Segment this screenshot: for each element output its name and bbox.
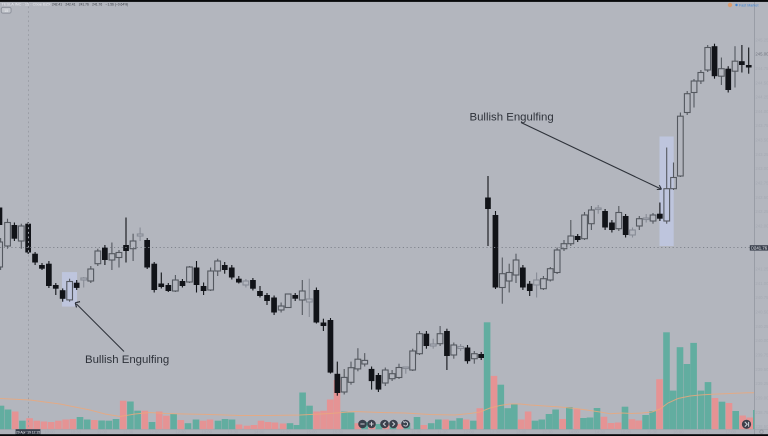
svg-text:244.25: 244.25 [755, 95, 768, 100]
svg-text:14:30: 14:30 [594, 430, 605, 435]
svg-text:13:00: 13:00 [516, 430, 527, 435]
svg-text:13:30: 13:30 [542, 430, 553, 435]
svg-text:14:00: 14:00 [568, 430, 579, 435]
svg-text:241.25: 241.25 [755, 267, 768, 272]
svg-text:241.76: 241.76 [754, 246, 768, 251]
svg-text:242.41 242.41 241.76 241.76 −1: 242.41 242.41 241.76 241.76 −1.56 (−0.64… [52, 3, 128, 7]
svg-text:12:00: 12:00 [149, 430, 160, 435]
svg-text:244.50: 244.50 [755, 80, 768, 85]
svg-text:245.25: 245.25 [755, 37, 768, 42]
svg-text:243.00: 243.00 [755, 166, 768, 171]
svg-text:12:00: 12:00 [463, 430, 474, 435]
svg-text:240.25: 240.25 [755, 324, 768, 329]
svg-text:14:00: 14:00 [254, 430, 265, 435]
svg-text:17:00: 17:00 [725, 430, 736, 435]
svg-text:D: D [751, 246, 754, 251]
svg-text:15:00: 15:00 [621, 430, 632, 435]
svg-text:239.50: 239.50 [755, 367, 768, 372]
svg-text:Fast Market: Fast Market [739, 3, 758, 7]
svg-text:10:30: 10:30 [70, 430, 81, 435]
svg-text:13:30: 13:30 [228, 430, 239, 435]
svg-text:15:30: 15:30 [332, 430, 343, 435]
svg-text:11:30: 11:30 [437, 430, 448, 435]
svg-text:15:00: 15:00 [306, 430, 317, 435]
svg-text:244.75: 244.75 [755, 66, 768, 71]
svg-text:29 Apr '19 12:15: 29 Apr '19 12:15 [16, 431, 40, 435]
svg-text:240.00: 240.00 [755, 338, 768, 343]
svg-text:Bullish Engulfing: Bullish Engulfing [85, 354, 169, 366]
svg-text:Bullish Engulfing: Bullish Engulfing [470, 111, 554, 123]
svg-text:241.00: 241.00 [755, 281, 768, 286]
svg-text:238.75: 238.75 [755, 410, 768, 415]
svg-text:TESLA INC · 15 · Cboe BZX: TESLA INC · 15 · Cboe BZX [2, 2, 51, 7]
svg-text:242.50: 242.50 [755, 195, 768, 200]
svg-text:239.75: 239.75 [755, 353, 768, 358]
svg-text:244.00: 244.00 [755, 109, 768, 114]
svg-text:240.75: 240.75 [755, 295, 768, 300]
svg-text:243.50: 243.50 [755, 138, 768, 143]
svg-text:10:00: 10:00 [44, 430, 55, 435]
svg-text:243.75: 243.75 [755, 123, 768, 128]
svg-text:245.00: 245.00 [755, 52, 768, 57]
svg-text:238.50: 238.50 [755, 424, 768, 429]
svg-text:14:30: 14:30 [280, 430, 291, 435]
svg-text:May: May [360, 430, 369, 435]
svg-text:242.75: 242.75 [755, 181, 768, 186]
svg-text:15:30: 15:30 [647, 430, 658, 435]
svg-text:16:30: 16:30 [699, 430, 710, 435]
svg-text:242.00: 242.00 [755, 224, 768, 229]
svg-text:13:00: 13:00 [201, 430, 212, 435]
svg-text:10:30: 10:30 [385, 430, 396, 435]
svg-text:11:30: 11:30 [123, 430, 134, 435]
svg-text:11:00: 11:00 [411, 430, 422, 435]
svg-text:239.00: 239.00 [755, 396, 768, 401]
svg-text:15: 15 [4, 9, 8, 13]
svg-text:11:00: 11:00 [97, 430, 108, 435]
svg-text:12:30: 12:30 [175, 430, 186, 435]
svg-text:16:00: 16:00 [673, 430, 684, 435]
svg-text:242.25: 242.25 [755, 209, 768, 214]
svg-text:243.25: 243.25 [755, 152, 768, 157]
svg-text:240.50: 240.50 [755, 310, 768, 315]
svg-text:12:30: 12:30 [490, 430, 501, 435]
svg-text:239.25: 239.25 [755, 381, 768, 386]
